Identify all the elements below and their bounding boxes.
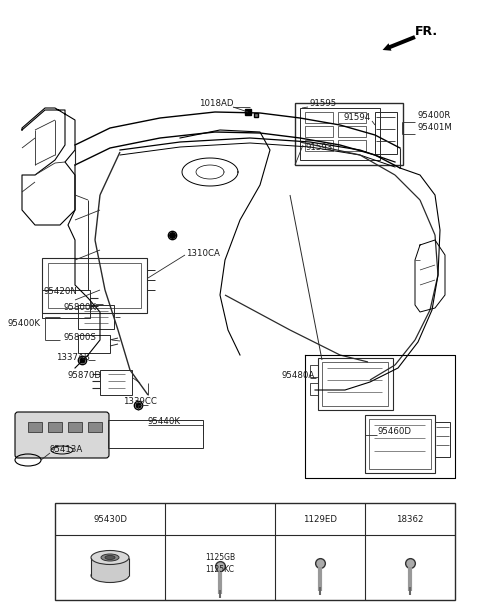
Bar	[55, 503, 455, 600]
Text: FR.: FR.	[415, 25, 438, 38]
Bar	[318, 358, 393, 410]
Text: 91595: 91595	[310, 100, 337, 108]
Bar	[108, 420, 203, 448]
Text: 1339CC: 1339CC	[123, 397, 157, 407]
Bar	[338, 112, 366, 123]
Text: 1310CA: 1310CA	[186, 248, 220, 258]
Bar	[338, 126, 366, 137]
Text: 95400R: 95400R	[418, 111, 451, 119]
Text: 95401M: 95401M	[418, 124, 453, 132]
Bar	[28, 422, 42, 432]
Text: 95460D: 95460D	[378, 427, 412, 437]
Ellipse shape	[101, 554, 119, 561]
Bar	[100, 370, 132, 395]
Bar	[310, 365, 318, 377]
Bar	[305, 126, 333, 137]
Text: 91593: 91593	[305, 143, 332, 153]
Text: 1129ED: 1129ED	[303, 515, 337, 523]
Bar	[310, 383, 318, 395]
Text: 91594: 91594	[344, 114, 371, 122]
Bar	[305, 140, 333, 151]
Text: 95800K: 95800K	[63, 303, 96, 312]
Text: 1337AB: 1337AB	[56, 352, 90, 362]
FancyArrow shape	[383, 35, 416, 50]
Bar	[91, 558, 129, 576]
Ellipse shape	[105, 555, 115, 560]
Text: 1125GB: 1125GB	[205, 554, 235, 563]
Bar	[295, 103, 403, 165]
Text: 95870D: 95870D	[68, 370, 102, 379]
Bar	[322, 362, 388, 406]
FancyBboxPatch shape	[15, 412, 109, 458]
Ellipse shape	[91, 550, 129, 565]
Text: 1018AD: 1018AD	[200, 100, 234, 108]
Bar	[365, 415, 435, 473]
Bar	[369, 419, 431, 469]
Bar	[435, 422, 450, 457]
Bar	[42, 290, 90, 318]
Bar	[338, 140, 366, 151]
Bar	[42, 258, 147, 313]
Ellipse shape	[91, 568, 129, 582]
Bar	[375, 112, 397, 154]
Text: 95440K: 95440K	[148, 418, 181, 426]
Text: 95400K: 95400K	[8, 319, 41, 328]
Bar	[68, 422, 82, 432]
Text: 95800S: 95800S	[63, 333, 96, 343]
Bar	[48, 422, 62, 432]
Bar	[305, 112, 333, 123]
Bar	[78, 305, 114, 329]
Text: 95430D: 95430D	[93, 515, 127, 523]
Text: 18362: 18362	[396, 515, 424, 523]
Bar	[300, 108, 380, 160]
Text: 95413A: 95413A	[50, 445, 83, 454]
Bar	[88, 422, 102, 432]
Text: 1125KC: 1125KC	[205, 565, 234, 574]
Text: 95420N: 95420N	[43, 287, 77, 296]
Bar	[48, 263, 141, 308]
Text: 95480A: 95480A	[282, 370, 315, 379]
Bar	[78, 335, 110, 353]
